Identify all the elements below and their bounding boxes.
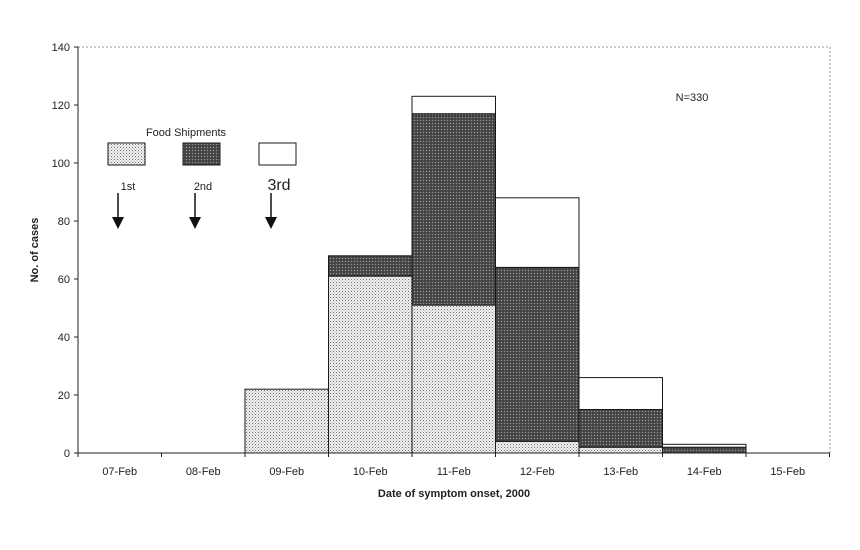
bar-12-Feb-1st	[495, 440, 580, 454]
y-tick-label: 40	[58, 332, 70, 344]
legend-title: Food Shipments	[146, 127, 227, 139]
x-axis-label: Date of symptom onset, 2000	[378, 488, 530, 500]
legend-swatch-1st	[107, 142, 146, 166]
bar-11-Feb-2nd	[411, 113, 496, 306]
legend-label-2nd: 2nd	[194, 181, 212, 193]
x-tick-label: 08-Feb	[186, 466, 221, 478]
x-tick-label: 12-Feb	[520, 466, 555, 478]
y-tick-label: 60	[58, 274, 70, 286]
y-tick-label: 20	[58, 390, 70, 402]
y-tick-label: 80	[58, 216, 70, 228]
annotation-n: N=330	[676, 92, 709, 104]
y-axis-label: No. of cases	[29, 218, 41, 283]
y-tick-label: 0	[64, 448, 70, 460]
x-tick-label: 09-Feb	[269, 466, 304, 478]
arrow-head-icon	[265, 217, 277, 229]
bar-10-Feb-2nd	[328, 255, 413, 277]
bar-13-Feb-3rd	[578, 377, 663, 411]
bar-11-Feb-1st	[411, 304, 496, 454]
bar-12-Feb-3rd	[495, 197, 580, 268]
legend-label-1st: 1st	[121, 181, 136, 193]
legend-label-3rd: 3rd	[267, 177, 290, 194]
y-tick-label: 140	[52, 42, 70, 54]
arrow-head-icon	[112, 217, 124, 229]
bar-13-Feb-2nd	[578, 409, 663, 448]
y-ticks-group: 0 20 40 60 80 100 120 140	[52, 42, 78, 460]
x-tick-label: 10-Feb	[353, 466, 388, 478]
x-tick-label: 11-Feb	[437, 466, 471, 478]
y-tick-label: 100	[52, 158, 70, 170]
bar-14-Feb-2nd	[662, 446, 747, 454]
x-tick-label: 15-Feb	[770, 466, 805, 478]
x-tick-label: 14-Feb	[687, 466, 722, 478]
bar-14-Feb-3rd	[662, 443, 747, 448]
legend-swatch-2nd	[182, 142, 221, 166]
legend-swatch-3rd	[258, 142, 297, 166]
bar-10-Feb-1st	[328, 275, 413, 454]
bar-09-Feb-1st	[244, 388, 329, 454]
y-tick-label: 120	[52, 100, 70, 112]
bar-11-Feb-3rd	[411, 95, 496, 115]
arrow-head-icon	[189, 217, 201, 229]
bars-group	[244, 95, 747, 454]
x-tick-label: 13-Feb	[603, 466, 638, 478]
bar-13-Feb-1st	[578, 446, 663, 454]
bar-12-Feb-2nd	[495, 266, 580, 442]
x-tick-label: 07-Feb	[102, 466, 137, 478]
x-ticks-group: 07-Feb 08-Feb 09-Feb 10-Feb 11-Feb 12-Feb 13-F…	[77, 453, 830, 478]
legend: Food Shipments 1st 2nd 3rd	[107, 127, 297, 229]
